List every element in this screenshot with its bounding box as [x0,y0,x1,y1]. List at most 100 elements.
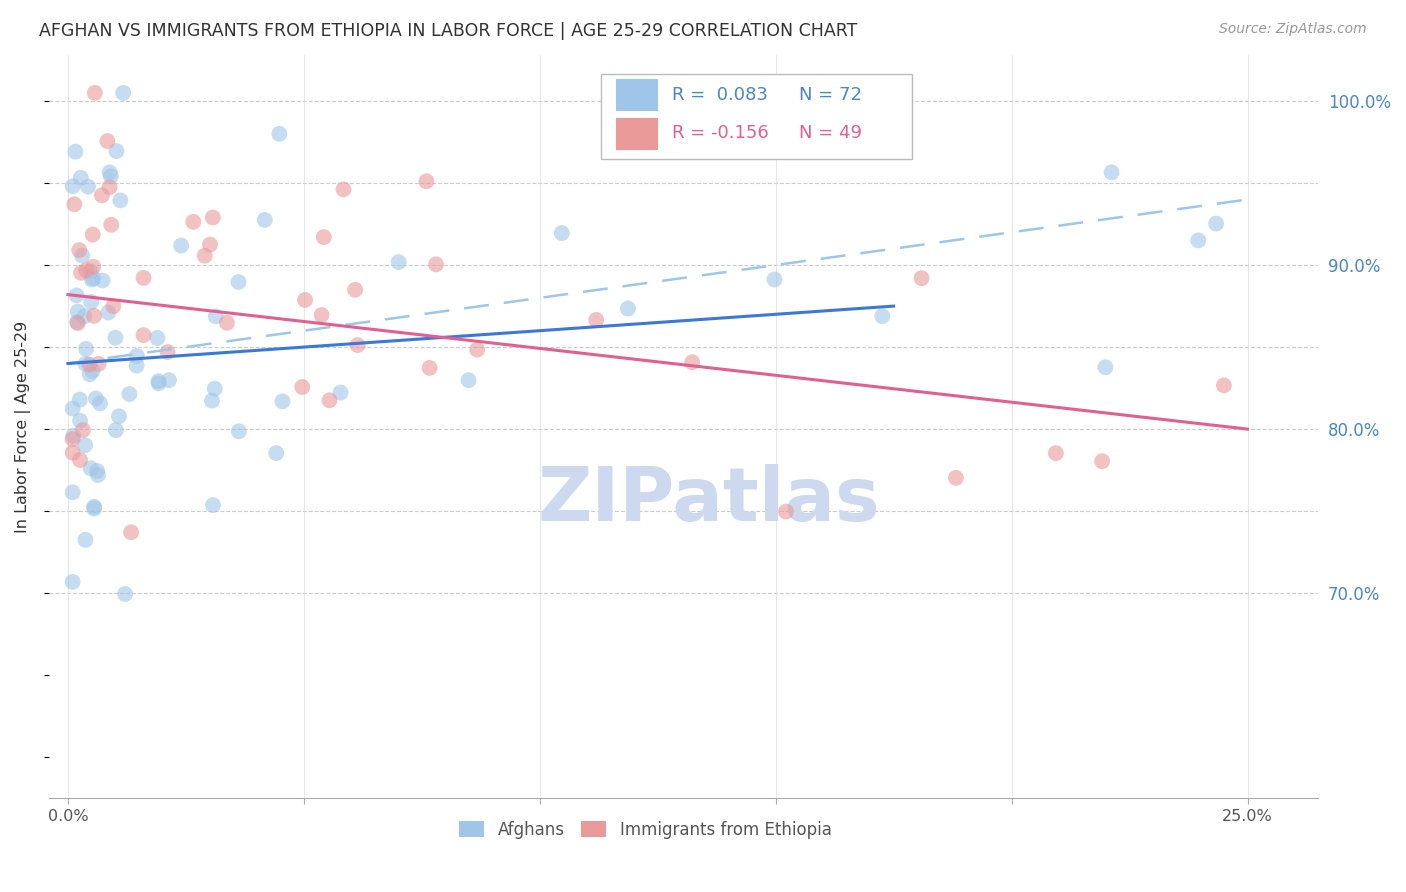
Point [118,387,141,401]
Point [112,86,135,100]
Point [132,328,155,343]
Point [75,438,97,452]
Point [75,342,97,356]
Point [104,331,127,345]
Point [69,392,91,407]
Point [271,394,294,409]
Point [125,349,148,363]
Point [80,461,103,475]
Point [100,218,122,232]
Point [157,373,180,387]
Point [170,238,193,252]
Point [146,331,169,345]
Point [72,423,94,437]
Y-axis label: In Labor Force | Age 25-29: In Labor Force | Age 25-29 [15,320,31,533]
Point [65,145,87,159]
Point [87,468,110,483]
Point [425,257,447,271]
Point [97,305,120,319]
Point [419,360,441,375]
Point [1045,446,1067,460]
Point [204,382,226,396]
Point [344,283,367,297]
Text: N = 49: N = 49 [799,124,862,142]
Point [1094,360,1116,375]
Point [312,230,335,244]
Point [156,345,179,359]
Point [98,180,121,194]
Legend: Afghans, Immigrants from Ethiopia: Afghans, Immigrants from Ethiopia [453,814,838,846]
Point [1091,454,1114,468]
Point [66,316,89,330]
Point [103,299,125,313]
Point [311,308,333,322]
Point [82,271,104,285]
Point [62,446,84,460]
Point [120,525,142,540]
Point [1205,217,1227,231]
Point [617,301,640,316]
Point [253,213,276,227]
Point [110,194,132,208]
Point [65,288,87,302]
Point [332,182,354,196]
Point [62,401,84,416]
Point [108,409,131,424]
FancyBboxPatch shape [602,74,912,159]
Point [84,392,107,406]
Point [264,446,287,460]
Point [62,429,84,443]
Point [201,393,224,408]
Point [204,310,226,324]
Point [100,169,122,184]
Point [62,485,84,500]
Point [945,471,967,485]
Point [83,500,105,514]
Point [346,338,368,352]
FancyBboxPatch shape [616,118,657,149]
Point [67,243,90,257]
Point [148,374,170,388]
Point [872,309,894,323]
Point [66,315,89,329]
Point [75,263,97,277]
Point [1187,233,1209,247]
Point [551,226,574,240]
Text: AFGHAN VS IMMIGRANTS FROM ETHIOPIA IN LABOR FORCE | AGE 25-29 CORRELATION CHART: AFGHAN VS IMMIGRANTS FROM ETHIOPIA IN LA… [39,22,858,40]
Point [388,255,411,269]
Point [105,144,128,158]
Point [98,165,121,179]
Point [198,237,221,252]
Point [1212,378,1234,392]
Point [79,368,101,382]
Point [1101,165,1123,179]
Point [89,396,111,410]
Point [763,272,786,286]
Point [70,266,93,280]
Point [181,215,204,229]
Point [318,393,340,408]
Point [104,423,127,437]
Point [132,271,155,285]
Point [194,249,217,263]
Point [69,170,91,185]
Point [80,272,103,286]
FancyBboxPatch shape [616,78,657,110]
Point [66,304,89,318]
Point [82,227,104,242]
Point [585,313,607,327]
Point [125,359,148,373]
Point [294,293,316,307]
Text: Source: ZipAtlas.com: Source: ZipAtlas.com [1219,22,1367,37]
Text: N = 72: N = 72 [799,86,862,103]
Point [73,310,96,324]
Point [70,249,93,263]
Point [77,179,100,194]
Point [415,174,437,188]
Point [82,260,104,274]
Point [228,425,250,439]
Point [90,188,112,202]
Point [80,295,103,310]
Point [148,376,170,391]
Point [62,179,84,194]
